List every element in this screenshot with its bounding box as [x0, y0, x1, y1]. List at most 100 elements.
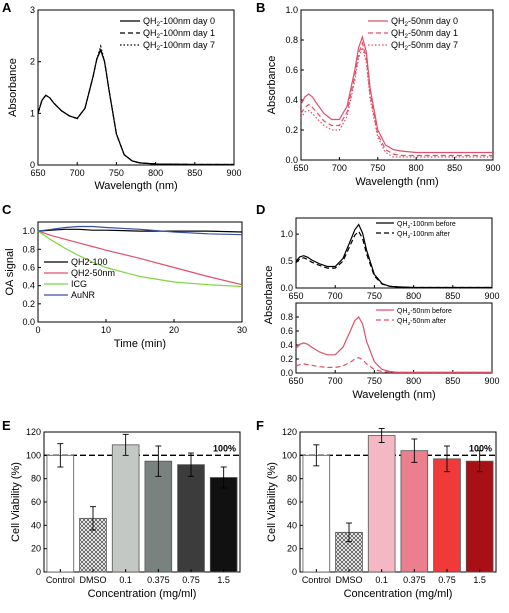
y-tick-label: 0.8 [285, 35, 298, 45]
panel-f-chart: 0 20 40 60 80 100 120 100% Control DMSO 0.1 0.375 0.… [266, 427, 497, 600]
legend-entry-rest: -100nm day 0 [160, 16, 215, 26]
legend-entry: AuNR [71, 290, 96, 300]
y-tick-label: 100 [282, 450, 297, 460]
x-tick-label: 0.375 [403, 575, 426, 585]
series-line [300, 40, 493, 157]
x-tick-label: 900 [484, 376, 499, 386]
plot-frame [295, 217, 493, 289]
legend-entry-rest: -100nm before [410, 221, 456, 228]
legend-entry-main: QH [391, 40, 405, 50]
y-tick-label: 1.0 [22, 226, 35, 236]
legend-entry: QH2-50nm [71, 268, 115, 278]
bar [465, 460, 494, 573]
y-tick-label: 80 [287, 474, 297, 484]
legend-entry-sub: 2 [408, 224, 411, 230]
series-line [300, 34, 493, 154]
x-axis-label: Wavelength (nm) [355, 176, 438, 188]
legend-entry-rest: -50nm day 0 [408, 16, 458, 26]
series-line [37, 230, 243, 286]
y-tick-label: 120 [26, 427, 41, 437]
x-tick-label: 0.1 [375, 575, 388, 585]
legend-entry-rest: -50nm before [410, 308, 452, 315]
legend-entry: QH2-100 [71, 257, 108, 267]
panel-label-b: B [256, 0, 265, 15]
legend-entry-rest: -50nm day 7 [408, 40, 458, 50]
y-tick-label: 20 [287, 544, 297, 554]
legend-entry: QH2-50nm day 7 [391, 40, 458, 52]
legend-entry-rest: -50nm day 1 [408, 28, 458, 38]
plot-frame [295, 302, 493, 374]
legend-entry-main: QH [391, 28, 405, 38]
panel-e-chart: 0 20 40 60 80 100 120 100% Control DMSO 0.1 0.375 0.… [10, 427, 241, 600]
y-tick-label: 0.0 [285, 155, 298, 165]
x-tick-label: 750 [370, 163, 385, 173]
panel-label-d: D [256, 202, 265, 217]
x-tick-label: 10 [101, 325, 111, 335]
x-tick-label: 650 [288, 376, 303, 386]
legend-entry-sub: 2 [157, 33, 161, 40]
series-line [37, 225, 243, 236]
y-tick-label: 0.0 [280, 283, 293, 293]
x-tick-label: Control [46, 575, 75, 585]
series-line [295, 316, 492, 373]
y-tick-label: 0.0 [22, 317, 35, 327]
legend-entry-main: QH [397, 221, 408, 228]
y-axis-label: Cell Viability (%) [10, 462, 22, 542]
legend-entry-sub: 2 [408, 321, 411, 327]
y-tick-label: 0.6 [280, 326, 293, 336]
legend-entry-rest: -50nm after [410, 318, 446, 325]
panel-label-f: F [256, 418, 264, 433]
plot-frame [37, 221, 243, 323]
y-tick-label: 0 [292, 567, 297, 577]
plot-frame [37, 9, 235, 166]
x-tick-label: 850 [445, 376, 460, 386]
series-line [295, 230, 492, 289]
x-tick-label: 850 [187, 168, 202, 178]
y-tick-label: 0.2 [280, 354, 293, 364]
legend-entry-main: QH [143, 16, 157, 26]
panel-label-c: C [2, 202, 12, 217]
y-axis-label: Absorbance [266, 56, 278, 115]
x-tick-label: 700 [328, 376, 343, 386]
bar [367, 435, 396, 573]
legend-entry: QH2-100nm day 7 [143, 40, 215, 52]
x-tick-label: 700 [328, 291, 343, 301]
x-tick-label: 0.375 [147, 575, 170, 585]
x-tick-label: 700 [70, 168, 85, 178]
panel-label-e: E [2, 418, 11, 433]
x-tick-label: 650 [293, 163, 308, 173]
panel-c-chart: 0 10 20 30 0.0 0.2 0.4 0.6 0.8 1.0 Time (min) OA si… [4, 221, 247, 350]
legend-entry: QH2-100nm before [397, 221, 456, 230]
x-tick-label: 900 [226, 168, 241, 178]
y-tick-label: 80 [31, 474, 41, 484]
x-tick-label: 0.1 [119, 575, 132, 585]
x-axis-label: Concentration (mg/ml) [344, 588, 453, 600]
y-tick-label: 0.6 [22, 262, 35, 272]
y-tick-label: 2 [30, 57, 35, 67]
legend-entry-main: QH [143, 28, 157, 38]
y-tick-label: 1 [30, 108, 35, 118]
y-axis-label: Cell Viability (%) [266, 462, 278, 542]
legend-entry-sub: 2 [405, 33, 409, 40]
series-line [295, 356, 492, 373]
x-tick-label: 1.5 [473, 575, 486, 585]
legend-entry: QH2-50nm day 1 [391, 28, 458, 40]
bar [111, 444, 140, 573]
legend-entry-main: QH [397, 231, 408, 238]
bar [302, 454, 331, 573]
y-tick-label: 20 [31, 544, 41, 554]
x-tick-label: 1.5 [217, 575, 230, 585]
x-tick-label: 800 [409, 163, 424, 173]
x-tick-label: 650 [288, 291, 303, 301]
legend-entry: QH2-100nm day 0 [143, 16, 215, 28]
x-tick-label: 0.75 [438, 575, 456, 585]
y-tick-label: 60 [287, 497, 297, 507]
x-tick-label: 900 [485, 163, 500, 173]
reference-line-label: 100% [469, 443, 492, 453]
x-tick-label: Control [302, 575, 331, 585]
x-axis-label: Wavelength (nm) [94, 180, 177, 192]
legend-entry: ICG [71, 279, 87, 289]
legend-entry: QH2-50nm day 0 [391, 16, 458, 28]
reference-line-label: 100% [213, 443, 236, 453]
